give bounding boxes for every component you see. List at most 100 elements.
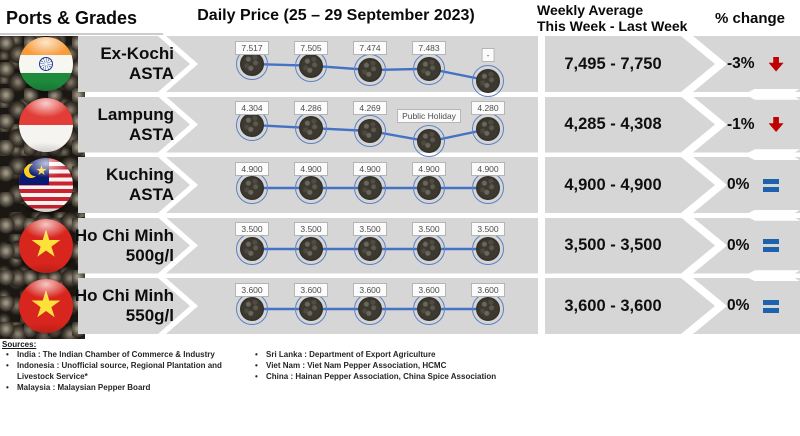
peppercorn-marker <box>476 236 500 261</box>
trend-equal-icon <box>763 299 780 313</box>
point-value-label: 4.286 <box>294 101 328 115</box>
peppercorn-marker <box>240 236 264 261</box>
point-value-label: 3.600 <box>235 282 269 297</box>
grade-name: 550g/l <box>125 306 174 325</box>
peppercorn-marker <box>299 297 323 321</box>
source-item: Sri Lanka : Department of Export Agricul… <box>253 349 553 360</box>
weekly-average-heading: Weekly Average This Week - Last Week <box>537 2 688 34</box>
port-name: Lampung <box>97 104 175 124</box>
port-grade-label: Lampung ASTA <box>78 97 175 153</box>
malaysia-flag-icon <box>19 158 73 212</box>
point-value-label: 3.600 <box>294 282 328 297</box>
port-grade-label: Ho Chi Minh 500g/l <box>74 218 174 274</box>
peppercorn-marker <box>240 112 264 137</box>
point-value-label: 3.500 <box>353 222 387 236</box>
daily-price-chart: 3.500 3.500 3.500 3.500 3.500 <box>166 218 538 274</box>
point-value-label: 3.500 <box>412 222 446 236</box>
peppercorn-marker <box>476 297 500 321</box>
star-icon <box>31 229 61 257</box>
point-value-label: 3.500 <box>294 222 328 236</box>
peppercorn-marker <box>299 115 323 140</box>
port-name: Ho Chi Minh <box>74 225 174 245</box>
percent-change-cell: -1% <box>693 97 800 153</box>
peppercorn-marker <box>299 176 323 200</box>
crescent-icon <box>24 164 41 178</box>
sources-title: Sources: <box>2 340 37 349</box>
trend-equal-icon <box>763 178 780 192</box>
price-row-indonesia: Lampung ASTA 4.304 4.286 4.269 Public Holiday… <box>0 96 800 157</box>
marker-ring <box>354 114 386 147</box>
peppercorn-marker <box>358 58 382 82</box>
source-item: China : Hainan Pepper Association, China… <box>253 371 553 382</box>
peppercorn-marker <box>417 297 441 321</box>
point-value-label: 4.900 <box>235 161 269 176</box>
peppercorn-marker <box>358 236 382 261</box>
sources-list-left: India : The Indian Chamber of Commerce &… <box>4 349 252 393</box>
peppercorn-marker <box>240 176 264 200</box>
source-item: India : The Indian Chamber of Commerce &… <box>4 349 252 360</box>
daily-price-chart: 4.304 4.286 4.269 Public Holiday 4.280 <box>166 97 538 157</box>
row-separator-arrow <box>744 210 800 221</box>
weekly-average-value: 3,600 - 3,600 <box>564 296 662 315</box>
row-separator-arrow <box>744 149 800 160</box>
point-value-label: 4.900 <box>471 161 505 176</box>
weekly-average-value: 4,285 - 4,308 <box>564 115 662 133</box>
weekly-average-heading-line1: Weekly Average <box>537 2 644 18</box>
peppercorn-marker <box>240 297 264 321</box>
port-name: Ho Chi Minh <box>74 286 174 305</box>
weekly-band <box>545 157 715 213</box>
peppercorn-marker <box>240 52 264 76</box>
point-value-label: 4.900 <box>294 161 328 176</box>
peppercorn-marker <box>299 236 323 261</box>
point-value-label: 3.600 <box>412 282 446 297</box>
malaysia-canton <box>19 158 49 185</box>
vietnam-flag-icon <box>19 279 73 333</box>
row-separator-arrow <box>744 89 800 100</box>
weekly-band <box>545 36 715 92</box>
peppercorn-marker <box>417 236 441 261</box>
percent-change-value: -3% <box>727 55 755 72</box>
point-value-label: 4.900 <box>412 161 446 176</box>
price-row-india: Ex-Kochi ASTA 7.517 7.505 7.474 7.483 - 7,495 -… <box>0 36 800 97</box>
peppercorn-marker <box>476 116 500 141</box>
row-separator-arrow <box>744 270 800 281</box>
port-grade-label: Kuching ASTA <box>78 157 174 213</box>
port-grade-label: Ex-Kochi ASTA <box>78 36 174 92</box>
peppercorn-marker <box>476 68 500 93</box>
ashoka-chakra-icon <box>39 57 53 71</box>
point-value-label: Public Holiday <box>397 108 461 123</box>
point-value-label: 4.304 <box>235 101 269 115</box>
vietnam-flag-icon <box>19 218 73 273</box>
price-row-malaysia: Kuching ASTA 4.900 4.900 4.900 4.900 4.900 4,90… <box>0 157 800 213</box>
source-item: Malaysia : Malaysian Pepper Board <box>4 382 252 393</box>
peppercorn-marker <box>299 53 323 78</box>
point-value-label: - <box>481 48 495 62</box>
point-value-label: 3.600 <box>353 282 387 297</box>
percent-change-value: 0% <box>727 297 750 314</box>
point-value-label: 4.269 <box>353 101 387 115</box>
india-flag-icon <box>19 37 73 91</box>
percent-change-heading: % change <box>714 10 786 27</box>
percent-change-cell: 0% <box>693 218 800 274</box>
grade-name: ASTA <box>128 64 174 83</box>
percent-change-value: 0% <box>727 176 750 193</box>
peppercorn-marker <box>358 176 382 200</box>
port-name: Kuching <box>106 165 174 184</box>
peppercorn-marker <box>417 56 441 81</box>
weekly-average-heading-line2: This Week - Last Week <box>537 17 688 34</box>
port-grade-label: Ho Chi Minh 550g/l <box>74 278 174 334</box>
price-row-vietnam: Ho Chi Minh 500g/l 3.500 3.500 3.500 3.500 3.5… <box>0 217 800 274</box>
source-item: Viet Nam : Viet Nam Pepper Association, … <box>253 360 553 371</box>
price-row-vietnam: Ho Chi Minh 550g/l 3.600 3.600 3.600 3.600 3.6… <box>0 278 800 334</box>
grade-name: ASTA <box>128 124 174 144</box>
daily-price-heading: Daily Price (25 – 29 September 2023) <box>197 7 475 24</box>
source-item: Indonesia : Unofficial source, Regional … <box>4 360 252 382</box>
point-value-label: 7.505 <box>294 40 328 55</box>
point-value-label: 4.900 <box>353 161 387 176</box>
marker-ring <box>354 54 386 86</box>
weekly-band <box>545 218 715 274</box>
point-value-label: 3.500 <box>235 222 269 236</box>
daily-price-chart: 4.900 4.900 4.900 4.900 4.900 <box>166 157 538 213</box>
percent-change-cell: -3% <box>693 36 800 92</box>
